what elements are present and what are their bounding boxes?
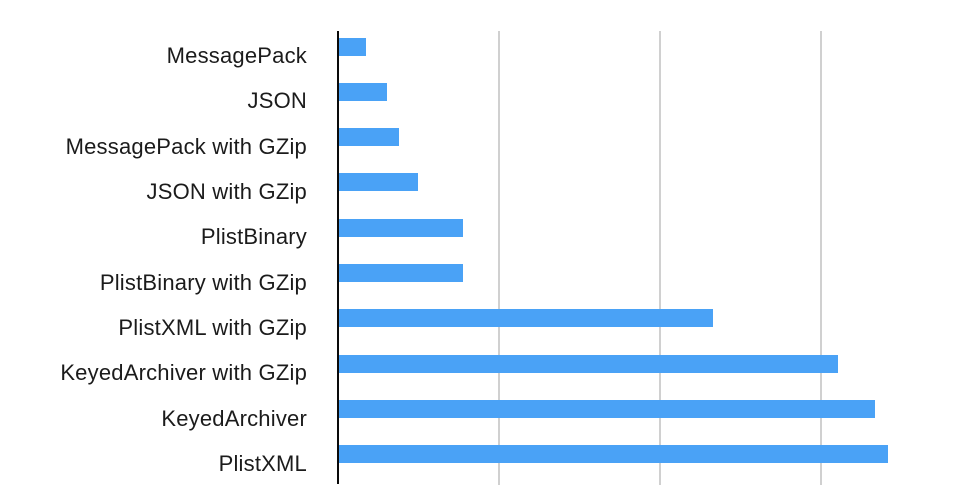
chart-row: PlistXML — [0, 439, 974, 484]
chart-row: MessagePack with GZip — [0, 122, 974, 167]
category-label: MessagePack — [166, 43, 307, 69]
chart-row: KeyedArchiver — [0, 393, 974, 438]
category-label: KeyedArchiver — [161, 405, 307, 431]
gridline — [497, 31, 500, 485]
gridline — [819, 31, 822, 485]
bar — [339, 218, 463, 237]
bar — [339, 263, 463, 282]
category-label: KeyedArchiver with GZip — [60, 360, 307, 386]
chart-rows: MessagePack JSON MessagePack with GZip JSON… — [0, 31, 974, 484]
chart-row: PlistBinary with GZip — [0, 257, 974, 302]
category-label: JSON — [247, 88, 307, 114]
chart-row: JSON — [0, 76, 974, 121]
gridline — [658, 31, 661, 485]
category-label: PlistBinary with GZip — [99, 269, 307, 295]
bar — [339, 445, 888, 464]
category-label: PlistBinary — [200, 224, 307, 250]
bar — [339, 82, 388, 101]
chart-row: JSON with GZip — [0, 167, 974, 212]
plot-area — [0, 31, 974, 485]
chart-row: KeyedArchiver with GZip — [0, 348, 974, 393]
chart-row: PlistXML with GZip — [0, 303, 974, 348]
chart-row: MessagePack — [0, 31, 974, 76]
bar — [339, 173, 418, 192]
bar — [339, 128, 399, 147]
category-label: PlistXML with GZip — [118, 314, 307, 340]
bar — [339, 354, 839, 373]
bar — [339, 309, 713, 328]
chart-row: PlistBinary — [0, 212, 974, 257]
bar — [339, 399, 876, 418]
bar — [339, 37, 367, 56]
category-label: JSON with GZip — [146, 179, 307, 205]
category-label: PlistXML — [218, 450, 307, 476]
y-axis-line — [336, 31, 339, 484]
category-label: MessagePack with GZip — [65, 133, 307, 159]
